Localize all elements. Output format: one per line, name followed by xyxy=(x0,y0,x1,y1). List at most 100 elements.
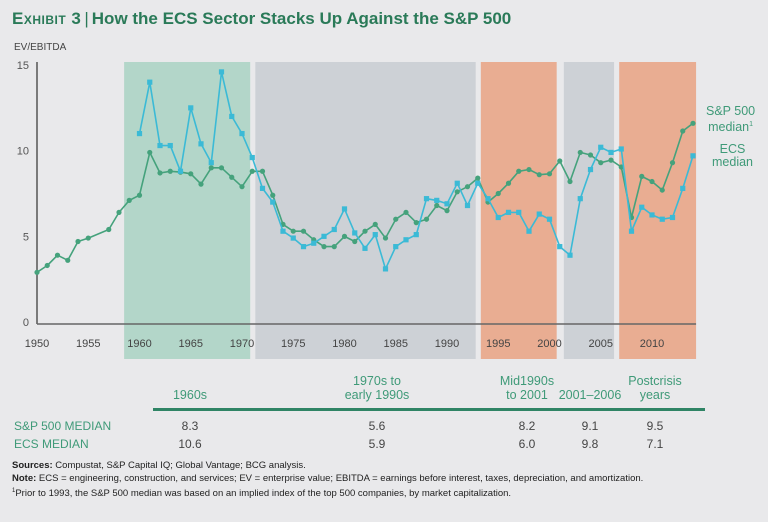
data-point-ecs xyxy=(680,185,686,191)
data-point-sp500 xyxy=(413,220,419,226)
data-point-ecs xyxy=(177,168,184,174)
data-point-ecs xyxy=(311,240,317,246)
data-point-ecs xyxy=(413,232,419,238)
data-point-sp500 xyxy=(249,168,255,174)
data-point-sp500 xyxy=(218,165,225,171)
cell-ecs: 7.1 xyxy=(646,437,664,451)
period-header-line: 2001–2006 xyxy=(558,388,622,402)
cell-sp500: 5.6 xyxy=(368,419,386,433)
footnote-text: Prior to 1993, the S&P 500 median was ba… xyxy=(15,488,512,500)
data-point-sp500 xyxy=(229,174,235,180)
legend-footnote-mark: 1 xyxy=(749,121,754,128)
x-tick-label: 2010 xyxy=(640,338,664,350)
data-point-ecs xyxy=(577,196,583,202)
data-point-ecs xyxy=(259,185,266,191)
period-header: 1960s xyxy=(130,388,250,402)
cell-sp500: 9.1 xyxy=(581,419,599,433)
period-header: Mid1990s to 2001 xyxy=(467,374,587,402)
y-tick-label: 5 xyxy=(23,231,29,243)
data-point-ecs xyxy=(188,105,194,111)
period-header-line: to 2001 xyxy=(506,388,548,402)
period-header: 2001–2006 xyxy=(530,388,650,402)
data-point-ecs xyxy=(208,160,214,166)
data-point-sp500 xyxy=(65,257,71,263)
shaded-band-3 xyxy=(563,62,615,359)
data-point-ecs xyxy=(218,69,225,75)
data-point-sp500 xyxy=(505,180,512,186)
data-point-sp500 xyxy=(577,149,583,156)
period-header-line: years xyxy=(639,388,671,402)
legend-sp500: S&P 500 median1 xyxy=(706,104,755,134)
data-point-ecs xyxy=(403,237,409,243)
data-point-ecs xyxy=(516,209,522,215)
data-point-ecs xyxy=(485,196,491,202)
period-header-line: early 1990s xyxy=(344,388,410,402)
data-point-sp500 xyxy=(157,170,163,176)
x-tick-label: 1985 xyxy=(384,338,408,350)
data-point-sp500 xyxy=(546,171,553,177)
x-tick-label: 1995 xyxy=(486,338,510,350)
data-point-ecs xyxy=(198,141,204,147)
data-point-ecs xyxy=(505,209,512,215)
exhibit-label: Exhibit 3 xyxy=(12,9,82,28)
data-point-sp500 xyxy=(188,171,194,177)
data-point-sp500 xyxy=(321,244,327,250)
data-point-sp500 xyxy=(259,168,266,174)
data-point-ecs xyxy=(229,113,235,120)
data-point-sp500 xyxy=(44,262,50,269)
legend-ecs-label: ECS median xyxy=(712,142,753,169)
cell-ecs: 5.9 xyxy=(368,437,386,451)
data-point-ecs xyxy=(587,166,594,173)
sources-text: Compustat, S&P Capital IQ; Global Vantag… xyxy=(52,460,306,471)
data-point-sp500 xyxy=(136,192,143,198)
cell-ecs: 10.6 xyxy=(178,437,202,451)
data-point-sp500 xyxy=(403,209,409,215)
x-tick-label: 2000 xyxy=(537,338,561,350)
note-label: Note: xyxy=(12,472,37,484)
data-point-ecs xyxy=(628,228,635,234)
data-point-sp500 xyxy=(587,152,594,158)
data-point-ecs xyxy=(444,201,450,207)
data-point-sp500 xyxy=(54,252,61,258)
data-point-sp500 xyxy=(239,184,245,190)
data-point-sp500 xyxy=(290,228,296,234)
data-point-sp500 xyxy=(536,172,542,178)
x-tick-label: 2005 xyxy=(589,338,613,350)
data-point-ecs xyxy=(362,245,368,251)
data-point-ecs xyxy=(475,180,481,186)
data-point-sp500 xyxy=(300,228,307,234)
note-line: Note: ECS = engineering, construction, a… xyxy=(12,473,732,486)
data-point-ecs xyxy=(659,216,665,222)
data-point-sp500 xyxy=(464,184,471,190)
data-point-sp500 xyxy=(393,216,399,222)
data-point-ecs xyxy=(546,216,553,222)
data-point-sp500 xyxy=(649,178,655,185)
data-point-ecs xyxy=(136,130,143,137)
x-tick-label: 1990 xyxy=(435,338,459,350)
x-tick-label: 1955 xyxy=(76,338,100,350)
x-tick-label: 1965 xyxy=(179,338,203,350)
data-point-sp500 xyxy=(659,187,665,193)
data-point-ecs xyxy=(639,204,645,210)
data-point-sp500 xyxy=(516,168,522,174)
legend-ecs: ECS median xyxy=(712,143,753,169)
data-point-ecs xyxy=(321,233,327,239)
data-point-sp500 xyxy=(567,178,573,185)
cell-ecs: 9.8 xyxy=(581,437,599,451)
data-point-sp500 xyxy=(106,226,112,233)
chart-title: How the ECS Sector Stacks Up Against the… xyxy=(91,9,512,28)
data-point-sp500 xyxy=(382,235,389,241)
data-point-ecs xyxy=(464,202,471,209)
data-point-sp500 xyxy=(116,209,122,215)
data-point-ecs xyxy=(495,214,501,221)
note-text: ECS = engineering, construction, and ser… xyxy=(36,472,644,484)
data-point-sp500 xyxy=(434,202,440,209)
data-point-ecs xyxy=(608,149,614,156)
series-line-sp500 xyxy=(36,122,694,273)
data-point-ecs xyxy=(536,211,542,217)
data-point-sp500 xyxy=(557,158,563,164)
data-point-sp500 xyxy=(598,160,604,166)
row-label-ecs: ECS MEDIAN xyxy=(14,437,89,451)
sources-line: Sources: Compustat, S&P Capital IQ; Glob… xyxy=(12,460,732,473)
data-point-sp500 xyxy=(208,165,214,171)
